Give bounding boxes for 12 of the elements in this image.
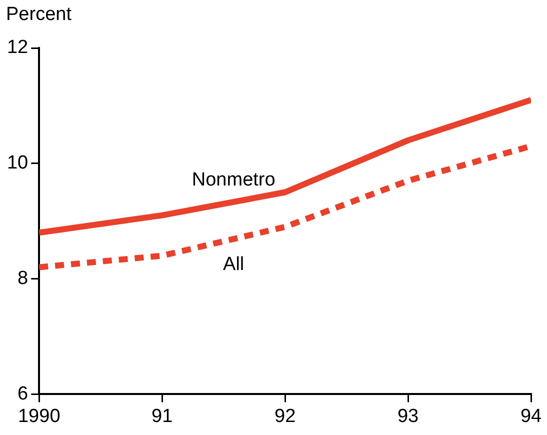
x-tick-label: 92: [274, 406, 296, 427]
y-tick-label: 8: [18, 268, 28, 290]
y-tick-label: 10: [6, 152, 28, 174]
x-tick-label: 93: [397, 406, 419, 427]
y-axis-title: Percent: [6, 4, 72, 26]
series-label: Nonmetro: [192, 170, 276, 191]
x-tick-label: 94: [520, 406, 542, 427]
x-tick-label: 91: [152, 406, 173, 427]
y-tick-label: 12: [6, 37, 28, 58]
y-tick-label: 6: [18, 383, 28, 404]
x-tick-label: 1990: [18, 406, 60, 427]
series-label: All: [223, 254, 244, 276]
